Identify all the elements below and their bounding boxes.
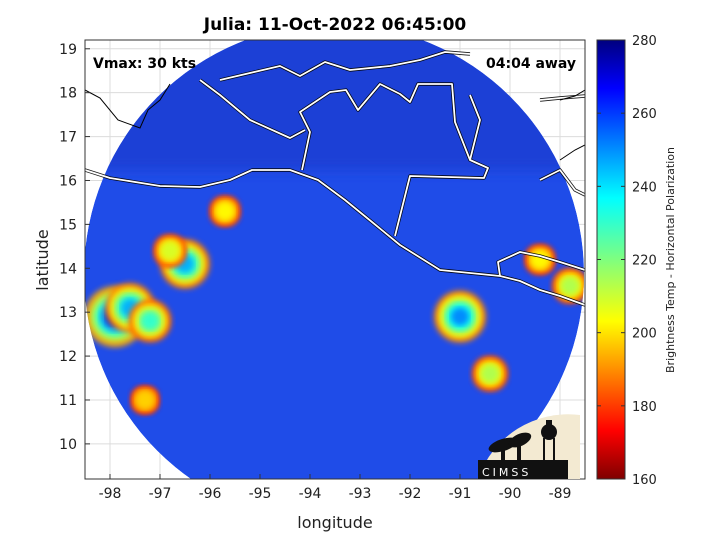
vmax-annotation: Vmax: 30 kts <box>93 56 196 72</box>
x-tick-label: -94 <box>299 486 322 502</box>
y-tick-labels: 19 18 17 16 15 14 13 12 11 10 <box>59 42 90 453</box>
cold-feature-blob <box>216 202 234 221</box>
cold-feature-blob <box>481 364 499 383</box>
coastlines-and-borders <box>85 51 585 306</box>
y-tick-label: 13 <box>59 305 77 321</box>
coastline-outside-swath <box>85 83 585 161</box>
time-away-annotation: 04:04 away <box>486 56 576 72</box>
cold-feature-blob <box>141 311 159 330</box>
colorbar-tick-label: 280 <box>632 34 657 49</box>
x-tick-label: -95 <box>249 486 272 502</box>
x-tick-label: -98 <box>99 486 122 502</box>
y-tick-label: 14 <box>59 261 77 277</box>
cold-feature-blob <box>136 390 154 409</box>
x-tick-label: -97 <box>149 486 172 502</box>
x-tick-label: -92 <box>399 486 422 502</box>
y-tick-label: 19 <box>59 42 77 58</box>
y-tick-label: 16 <box>59 173 77 189</box>
cold-feature-blob <box>161 241 179 260</box>
swath-layer <box>85 40 585 479</box>
colorbar-tick-label: 260 <box>632 107 657 122</box>
x-tick-label: -91 <box>449 486 472 502</box>
colorbar-label: Brightness Temp - Horizontal Polarizatio… <box>664 147 677 373</box>
colorbar-tick-label: 200 <box>632 327 657 342</box>
y-tick-label: 12 <box>59 349 77 365</box>
y-tick-label: 15 <box>59 217 77 233</box>
chart-title: Julia: 11-Oct-2022 06:45:00 <box>203 15 467 35</box>
axes-frame <box>84 39 586 480</box>
colorbar-ticks: 280 260 240 220 200 180 160 <box>597 34 657 488</box>
logo-text: CIMSS <box>482 466 531 479</box>
y-tick-label: 18 <box>59 86 77 102</box>
x-tick-label: -89 <box>549 486 572 502</box>
y-tick-label: 10 <box>59 437 77 453</box>
cimss-logo: CIMSS <box>478 414 580 479</box>
x-tick-label: -90 <box>499 486 522 502</box>
x-axis-label: longitude <box>297 513 372 532</box>
colorbar-tick-label: 160 <box>632 473 657 488</box>
cold-feature-blob <box>451 307 469 326</box>
y-axis-label: latitude <box>33 229 52 290</box>
x-tick-label: -93 <box>349 486 372 502</box>
colorbar <box>596 39 626 480</box>
colorbar-tick-label: 220 <box>632 254 657 269</box>
colorbar-tick-label: 180 <box>632 400 657 415</box>
cold-features <box>85 195 584 415</box>
colorbar-tick-label: 240 <box>632 180 657 195</box>
x-tick-label: -96 <box>199 486 222 502</box>
y-tick-label: 11 <box>59 393 77 409</box>
cold-feature-blob <box>561 276 579 295</box>
x-tick-labels: -98 -97 -96 -95 -94 -93 -92 -91 -90 -89 <box>99 474 572 502</box>
y-tick-label: 17 <box>59 130 77 146</box>
